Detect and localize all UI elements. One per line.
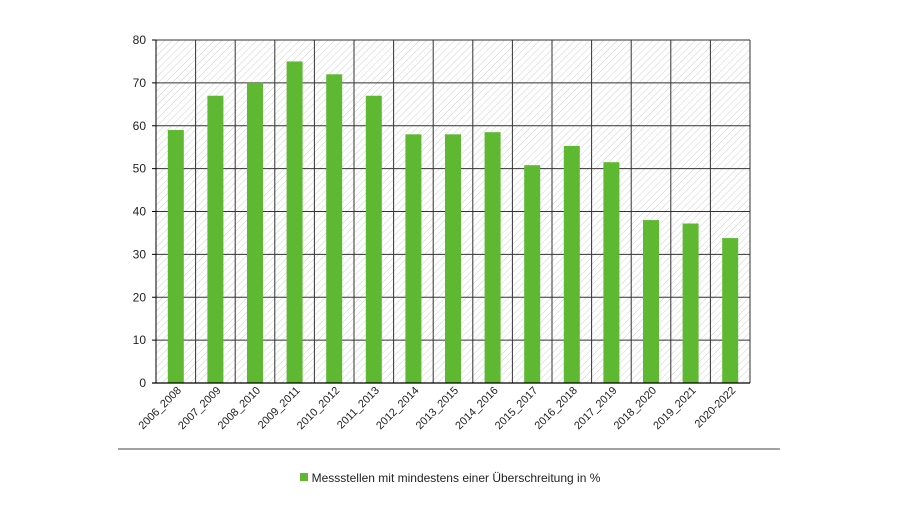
legend: Messstellen mit mindestens einer Übersch…: [0, 470, 900, 485]
x-tick-label: 2008_2010: [216, 385, 263, 432]
bar-2012_2014: [405, 134, 422, 383]
bar-2007_2009: [207, 95, 224, 384]
bar-2016_2018: [563, 145, 580, 383]
bar-2015_2017: [524, 165, 541, 383]
y-tick-label: 0: [139, 376, 146, 390]
bar-2017_2019: [603, 162, 620, 383]
bar-2008_2010: [247, 82, 263, 383]
bar-2014_2016: [484, 132, 501, 383]
bar-2010_2012: [326, 74, 343, 384]
x-tick-label: 2020-2022: [693, 385, 739, 431]
axes: [118, 39, 780, 450]
bar-2013_2015: [445, 134, 461, 383]
x-tick-label: 2019_2021: [651, 385, 698, 432]
bar-2018_2020: [643, 220, 659, 383]
bars: [167, 61, 739, 384]
bar-2020-2022: [722, 238, 739, 383]
x-tick-labels: 2006_20082007_20092008_20102009_20112010…: [137, 385, 739, 432]
y-tick-label: 70: [133, 76, 147, 90]
bar-2009_2011: [286, 61, 303, 383]
y-tick-label: 60: [133, 119, 147, 133]
x-tick-label: 2010_2012: [295, 385, 342, 432]
y-tick-label: 80: [133, 33, 147, 47]
y-tick-label: 20: [133, 290, 147, 304]
bar-2011_2013: [365, 95, 382, 384]
y-tick-labels: 0 10 20 30 40 50 60 70 80: [133, 33, 147, 390]
legend-swatch: [299, 472, 308, 481]
y-tick-label: 10: [133, 333, 147, 347]
y-tick-label: 40: [133, 205, 147, 219]
bar-2019_2021: [682, 223, 699, 383]
y-tick-label: 30: [133, 247, 147, 261]
bar-2006_2008: [167, 130, 184, 383]
legend-label: Messstellen mit mindestens einer Übersch…: [311, 470, 601, 485]
y-tick-label: 50: [133, 162, 147, 176]
